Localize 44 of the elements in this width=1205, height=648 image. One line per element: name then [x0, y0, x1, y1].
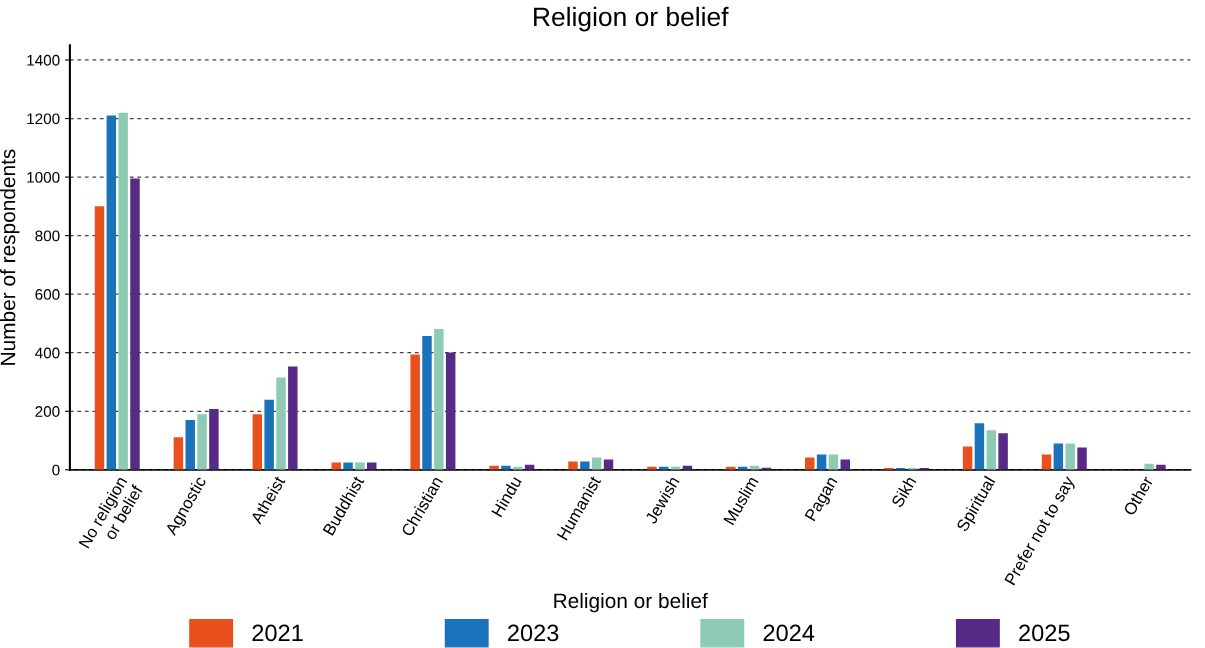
- bar: [410, 354, 420, 470]
- bar: [252, 414, 263, 470]
- bar: [106, 115, 117, 470]
- bar: [94, 206, 105, 470]
- legend-label: 2023: [508, 624, 559, 642]
- bar: [434, 329, 444, 470]
- legend-label: 2025: [1019, 624, 1070, 642]
- bar: [264, 399, 274, 470]
- bar: [422, 336, 432, 470]
- bar: [173, 437, 184, 470]
- bar: [209, 408, 219, 470]
- bar: [197, 414, 207, 470]
- bar: [962, 446, 973, 470]
- y-axis-title: Number of respondents: [0, 149, 20, 365]
- bar: [130, 178, 140, 470]
- bar: [580, 461, 590, 470]
- bar: [367, 462, 377, 470]
- y-tick-label: 800: [35, 230, 60, 242]
- bar: [1053, 443, 1064, 470]
- bar: [1065, 443, 1075, 470]
- x-axis-title: Religion or belief: [554, 592, 708, 613]
- chart-title: Religion or belief: [534, 6, 729, 32]
- bar: [355, 462, 365, 470]
- y-tick-label: 0: [52, 464, 60, 476]
- y-tick-label: 1000: [27, 171, 60, 183]
- bar: [998, 433, 1008, 470]
- bar: [118, 112, 128, 470]
- y-tick-label: 200: [35, 406, 60, 417]
- bar: [276, 377, 286, 470]
- bar: [185, 420, 195, 470]
- bar: [331, 462, 341, 470]
- y-tick-label: 600: [35, 289, 60, 300]
- y-tick-label: 400: [35, 347, 60, 359]
- legend-label: 2024: [763, 624, 815, 642]
- y-tick-label: 1400: [27, 54, 60, 66]
- bar: [568, 461, 578, 470]
- bar: [986, 430, 996, 470]
- bar: [974, 423, 985, 470]
- bar: [1077, 447, 1087, 470]
- y-tick-label: 1200: [27, 113, 60, 125]
- bar: [343, 462, 353, 470]
- legend-label: 2021: [252, 624, 303, 642]
- bar: [288, 366, 298, 470]
- bar: [445, 352, 456, 470]
